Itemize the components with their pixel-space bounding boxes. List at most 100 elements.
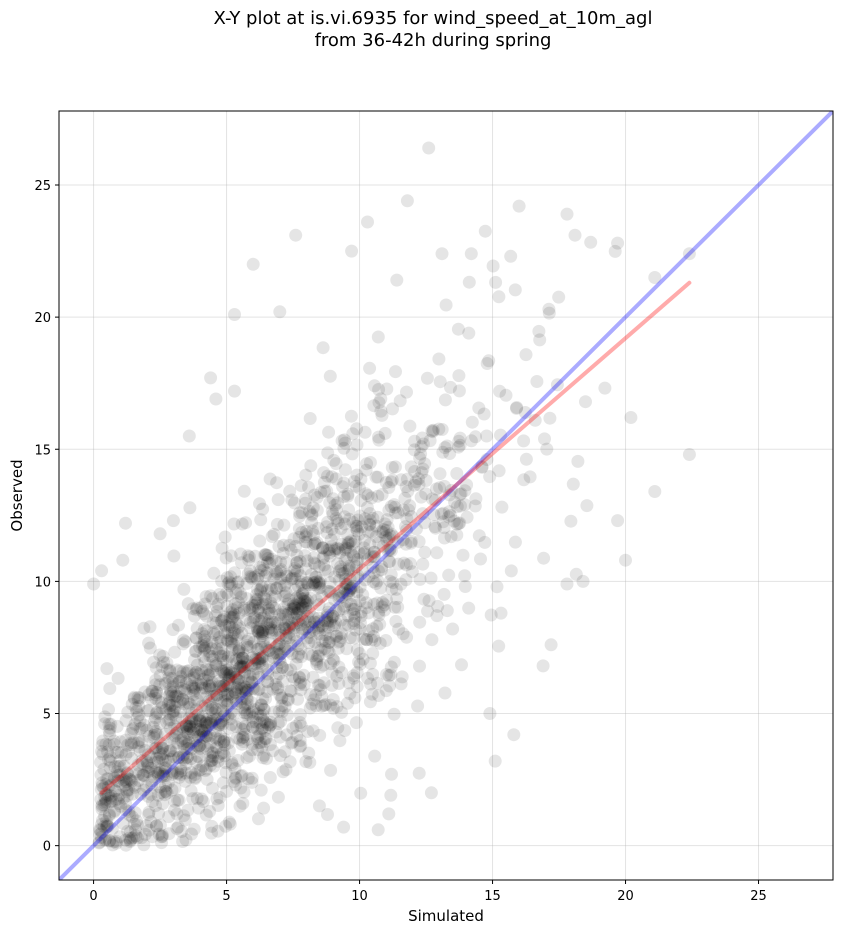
scatter-point	[230, 601, 244, 615]
scatter-point	[236, 701, 250, 715]
scatter-point	[148, 727, 162, 740]
scatter-point	[92, 836, 106, 850]
scatter-point	[367, 545, 381, 559]
scatter-point	[169, 744, 183, 758]
scatter-point	[163, 701, 177, 715]
scatter-point	[199, 729, 213, 743]
scatter-point	[301, 578, 315, 592]
scatter-point	[188, 644, 202, 658]
scatter-point	[206, 750, 220, 764]
scatter-point	[472, 401, 486, 415]
scatter-point	[177, 753, 191, 766]
scatter-point	[234, 695, 248, 709]
scatter-point	[340, 578, 354, 592]
scatter-point	[384, 475, 398, 489]
y-tick-label: 10	[34, 575, 51, 590]
scatter-point	[236, 655, 250, 669]
scatter-point	[232, 606, 246, 620]
scatter-point	[432, 422, 446, 436]
scatter-point	[113, 754, 127, 768]
scatter-point	[131, 693, 145, 707]
scatter-point	[204, 714, 218, 728]
scatter-point	[359, 487, 373, 501]
scatter-point	[281, 708, 294, 722]
scatter-point	[145, 774, 158, 788]
scatter-point	[142, 805, 156, 819]
scatter-point	[404, 460, 418, 474]
scatter-point	[340, 642, 354, 656]
scatter-point	[305, 578, 319, 592]
scatter-point	[320, 610, 334, 624]
scatter-point	[281, 644, 295, 658]
scatter-point	[95, 802, 109, 816]
scatter-point	[383, 543, 397, 557]
scatter-point	[278, 642, 292, 656]
scatter-point	[251, 624, 265, 638]
scatter-point	[240, 592, 254, 606]
scatter-point	[425, 492, 439, 506]
scatter-point	[215, 614, 229, 628]
scatter-point	[218, 688, 232, 702]
scatter-point	[344, 409, 358, 423]
scatter-point	[279, 556, 293, 569]
scatter-point	[155, 696, 169, 710]
scatter-point	[141, 758, 155, 772]
scatter-point	[95, 738, 109, 752]
scatter-point	[358, 512, 372, 526]
scatter-point	[404, 534, 418, 548]
scatter-point	[230, 731, 244, 745]
scatter-point	[425, 633, 439, 647]
scatter-point	[315, 619, 329, 633]
scatter-point	[172, 751, 186, 765]
scatter-point	[311, 641, 325, 655]
scatter-point	[188, 681, 202, 695]
scatter-point	[295, 506, 309, 520]
scatter-point	[206, 701, 220, 715]
scatter-point	[227, 775, 241, 788]
scatter-point	[331, 496, 345, 510]
scatter-point	[355, 563, 369, 577]
scatter-point	[122, 783, 136, 797]
scatter-point	[97, 762, 111, 776]
scatter-point	[338, 566, 352, 580]
scatter-point	[196, 604, 209, 618]
scatter-point	[343, 583, 357, 597]
scatter-point	[218, 667, 232, 681]
scatter-point	[216, 613, 230, 626]
scatter-point	[274, 612, 288, 626]
scatter-point	[507, 728, 521, 742]
scatter-point	[103, 834, 116, 848]
scatter-point	[273, 564, 287, 578]
scatter-point	[415, 431, 429, 445]
scatter-point	[437, 587, 451, 601]
scatter-point	[460, 478, 474, 492]
scatter-point	[95, 779, 109, 793]
scatter-point	[366, 560, 380, 574]
scatter-point	[210, 702, 224, 716]
scatter-point	[125, 831, 139, 845]
scatter-point	[313, 728, 327, 742]
scatter-point	[262, 720, 276, 734]
scatter-point	[409, 522, 423, 536]
scatter-point	[150, 728, 164, 741]
scatter-point	[152, 807, 166, 820]
scatter-point	[254, 585, 268, 599]
scatter-point	[219, 619, 233, 633]
scatter-point	[152, 694, 166, 708]
scatter-point	[341, 618, 355, 632]
scatter-point	[162, 744, 176, 758]
scatter-point	[414, 447, 428, 461]
scatter-point	[430, 609, 444, 623]
scatter-point	[122, 831, 136, 845]
scatter-point	[338, 572, 352, 586]
scatter-point	[440, 604, 454, 618]
scatter-point	[276, 606, 290, 619]
scatter-point	[303, 412, 317, 425]
scatter-point	[294, 676, 308, 689]
scatter-point	[344, 545, 358, 559]
scatter-point	[195, 724, 209, 738]
scatter-point	[201, 668, 215, 682]
scatter-point	[279, 586, 293, 600]
scatter-point	[142, 765, 156, 779]
scatter-point	[177, 732, 190, 745]
